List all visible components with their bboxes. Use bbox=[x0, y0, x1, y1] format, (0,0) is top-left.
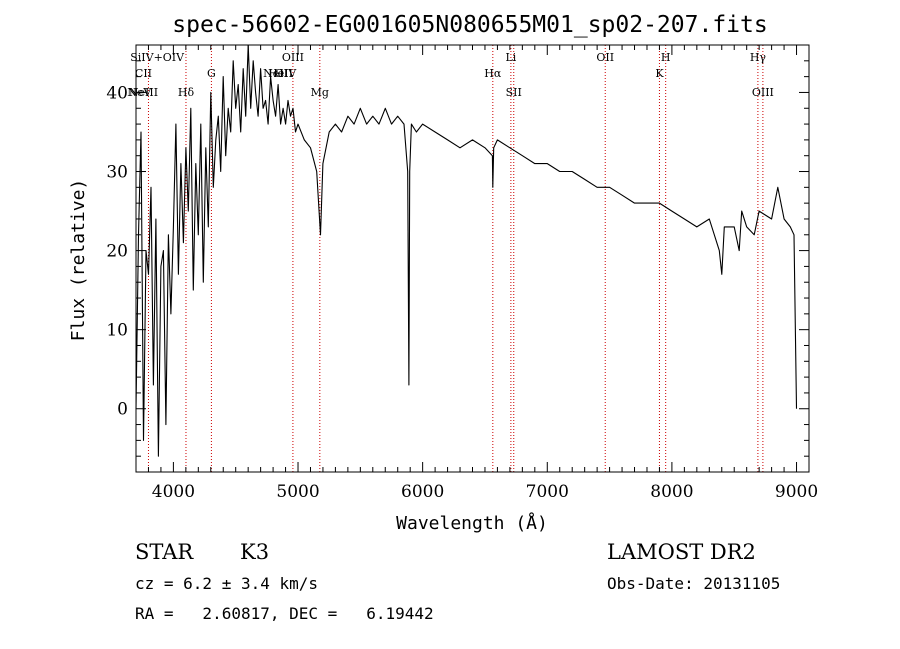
x-axis-label: Wavelength (Å) bbox=[396, 512, 548, 534]
x-tick-label: 7000 bbox=[526, 482, 569, 502]
x-tick-label: 9000 bbox=[775, 482, 818, 502]
y-axis-label: Flux (relative) bbox=[68, 179, 89, 342]
line-marker-label: Li bbox=[505, 51, 516, 64]
y-tick-label: 40 bbox=[106, 83, 128, 103]
x-tick-label: 4000 bbox=[152, 482, 195, 502]
line-marker-label: HeII bbox=[268, 67, 293, 80]
line-marker-label: Hδ bbox=[178, 86, 195, 99]
line-marker-label: SII bbox=[506, 86, 522, 99]
line-marker-label: K bbox=[655, 67, 664, 80]
redshift-readout: cz = 6.2 ± 3.4 km/s bbox=[135, 574, 319, 593]
spectrum-line bbox=[135, 44, 798, 457]
x-tick-label: 5000 bbox=[276, 482, 319, 502]
line-marker-label: OII bbox=[596, 51, 614, 64]
line-marker-label: SiIV+OIV bbox=[130, 51, 185, 64]
y-tick-label: 0 bbox=[117, 400, 128, 420]
line-marker-label: G bbox=[207, 67, 216, 80]
spectrum-series bbox=[135, 44, 798, 457]
x-tick-label: 8000 bbox=[650, 482, 693, 502]
survey-label: LAMOST DR2 bbox=[607, 540, 756, 564]
line-marker-label: Mg bbox=[311, 86, 329, 99]
line-marker-label: H bbox=[661, 51, 671, 64]
line-marker-label: Hα bbox=[484, 67, 502, 80]
line-marker-label: OIII bbox=[752, 86, 774, 99]
line-marker-label: OIV bbox=[275, 67, 297, 80]
plot-axes: 4000 5000 6000 7000 8000 9000 0 10 20 30 40 bbox=[106, 44, 818, 502]
y-tick-label: 20 bbox=[106, 242, 128, 262]
y-tick-label: 30 bbox=[106, 163, 128, 183]
plot-frame bbox=[135, 44, 810, 473]
line-marker-label: OIII bbox=[282, 51, 304, 64]
line-marker-label: CII bbox=[135, 67, 152, 80]
coordinates-readout: RA = 2.60817, DEC = 6.19442 bbox=[135, 604, 434, 623]
object-class: STAR bbox=[135, 540, 194, 564]
chart-title: spec-56602-EG001605N080655M01_sp02-207.f… bbox=[172, 12, 767, 38]
x-tick-label: 6000 bbox=[401, 482, 444, 502]
y-tick-label: 10 bbox=[106, 321, 128, 341]
spectral-subclass: K3 bbox=[240, 540, 270, 564]
line-marker-label: Hγ bbox=[750, 51, 767, 64]
line-marker-label: NeII bbox=[263, 67, 288, 80]
observation-date: Obs-Date: 20131105 bbox=[607, 574, 781, 593]
